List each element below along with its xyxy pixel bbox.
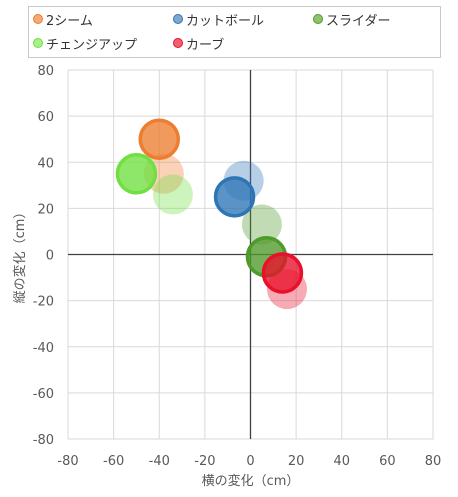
bubble-series-3: [115, 153, 158, 195]
bubble-series-4: [261, 252, 304, 294]
legend-label-cutter: カットボール: [186, 13, 265, 29]
legend-item-cutter: カットボール: [173, 10, 265, 29]
x-tick-label: -20: [194, 454, 215, 469]
legend-swatch-2seam: [33, 14, 43, 24]
bubble-series-1: [213, 176, 256, 218]
bubble-faded-series-3: [152, 174, 193, 215]
legend-item-changeup: チェンジアップ: [33, 34, 138, 53]
legend-label-slider: スライダー: [326, 13, 391, 29]
bubble-faded-series-2: [241, 204, 282, 245]
legend-swatch-cutter: [173, 14, 183, 24]
legend-label-2seam: 2シーム: [46, 13, 93, 29]
x-tick-label: 0: [246, 454, 254, 469]
x-tick-label: 20: [288, 454, 305, 469]
x-axis-title: 横の変化（cm）: [202, 473, 300, 489]
legend-item-curve: カーブ: [173, 34, 225, 53]
y-tick-label: -40: [33, 341, 54, 356]
legend-swatch-changeup: [33, 38, 43, 48]
legend-item-slider: スライダー: [313, 10, 391, 29]
legend-swatch-curve: [173, 38, 183, 48]
y-tick-label: 80: [37, 64, 54, 79]
legend-item-2seam: 2シーム: [33, 10, 93, 29]
x-tick-label: 60: [379, 454, 396, 469]
x-tick-label: 80: [425, 454, 442, 469]
x-tick-label: -60: [103, 454, 124, 469]
x-tick-label: -40: [149, 454, 170, 469]
x-tick-label: -80: [57, 454, 78, 469]
y-tick-label: 0: [46, 249, 54, 264]
legend: 2シーム カットボール スライダー チェンジアップ カーブ: [28, 6, 441, 58]
x-tick-label: 40: [333, 454, 350, 469]
legend-swatch-slider: [313, 14, 323, 24]
y-tick-label: 40: [37, 156, 54, 171]
y-tick-label: -20: [33, 295, 54, 310]
legend-label-changeup: チェンジアップ: [46, 37, 138, 53]
y-tick-label: -80: [33, 433, 54, 448]
y-tick-label: -60: [33, 387, 54, 402]
y-axis-title: 縦の変化（cm）: [12, 206, 28, 304]
y-tick-label: 60: [37, 110, 54, 125]
bubble-series-0: [138, 118, 180, 160]
legend-label-curve: カーブ: [186, 37, 225, 53]
y-tick-label: 20: [37, 202, 54, 217]
